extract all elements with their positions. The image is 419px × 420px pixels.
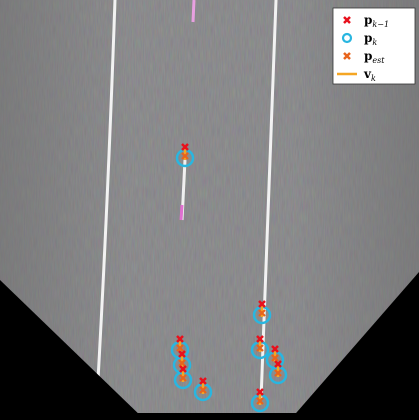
mask <box>0 413 419 420</box>
legend-symbol-text: p <box>364 13 372 27</box>
legend-subscript: k−1 <box>372 20 389 29</box>
lane-dash <box>193 0 194 22</box>
legend-symbol-text: p <box>364 49 372 63</box>
page: pk−1pkpestvk (() => { const data = JSON.… <box>0 0 419 420</box>
lane-dash <box>181 205 182 220</box>
legend-symbol-text: p <box>364 31 372 45</box>
legend-subscript: k <box>371 74 376 83</box>
scene: pk−1pkpestvk <box>0 0 419 420</box>
legend-subscript: est <box>372 56 385 65</box>
legend-subscript: k <box>372 38 377 47</box>
